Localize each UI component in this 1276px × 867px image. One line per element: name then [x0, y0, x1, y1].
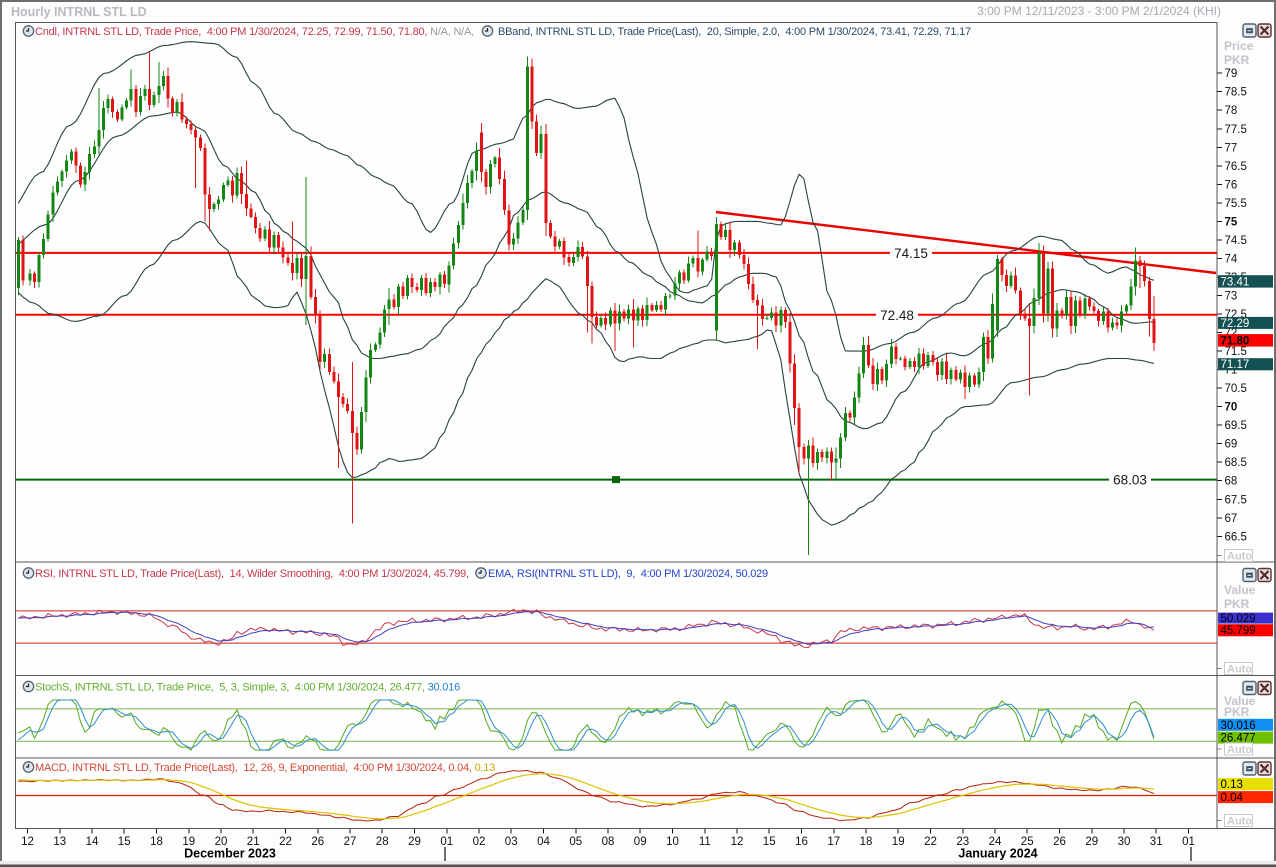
svg-text:67.5: 67.5 [1225, 494, 1247, 506]
svg-text:15: 15 [118, 836, 131, 848]
svg-text:03: 03 [505, 836, 518, 848]
svg-text:27: 27 [344, 836, 357, 848]
svg-text:22: 22 [279, 836, 292, 848]
svg-text:17: 17 [827, 836, 840, 848]
svg-text:72.29: 72.29 [1221, 318, 1250, 330]
svg-text:67: 67 [1225, 513, 1238, 525]
svg-text:28: 28 [376, 836, 389, 848]
svg-text:26.477: 26.477 [1221, 733, 1256, 745]
svg-text:BBand, INTRNL STL LD, Trade Pr: BBand, INTRNL STL LD, Trade Price(Last),… [498, 26, 971, 38]
svg-text:08: 08 [602, 836, 615, 848]
svg-text:PKR: PKR [1224, 53, 1250, 67]
svg-text:25: 25 [1021, 836, 1034, 848]
svg-text:13: 13 [53, 836, 66, 848]
svg-text:December 2023: December 2023 [184, 847, 276, 861]
svg-text:68.5: 68.5 [1225, 457, 1247, 469]
svg-text:PKR: PKR [1224, 597, 1250, 611]
svg-text:71.17: 71.17 [1221, 359, 1250, 371]
svg-text:45.799: 45.799 [1221, 625, 1256, 637]
svg-text:26: 26 [1053, 836, 1066, 848]
svg-text:14: 14 [86, 836, 99, 848]
svg-text:73: 73 [1225, 291, 1238, 303]
svg-text:30.016: 30.016 [1221, 720, 1256, 732]
svg-text:23: 23 [956, 836, 969, 848]
svg-text:0.13: 0.13 [1221, 779, 1243, 791]
svg-text:02: 02 [473, 836, 486, 848]
svg-text:74: 74 [1225, 253, 1238, 265]
svg-text:Cndl, INTRNL STL LD, Trade Pri: Cndl, INTRNL STL LD, Trade Price, 4:00 P… [35, 26, 474, 38]
svg-text:January 2024: January 2024 [958, 847, 1037, 861]
svg-text:71.5: 71.5 [1225, 346, 1247, 358]
svg-text:12: 12 [21, 836, 34, 848]
svg-text:04: 04 [537, 836, 550, 848]
svg-text:74.15: 74.15 [894, 246, 928, 261]
svg-text:EMA, RSI(INTRNL STL LD), 9,: EMA, RSI(INTRNL STL LD), 9, 4:00 PM 1/30… [488, 568, 768, 580]
svg-text:3:00 PM 12/11/2023 - 3:00 PM 2: 3:00 PM 12/11/2023 - 3:00 PM 2/1/2024 (K… [977, 4, 1221, 18]
svg-text:15: 15 [763, 836, 776, 848]
svg-text:09: 09 [634, 836, 647, 848]
svg-text:22: 22 [924, 836, 937, 848]
svg-text:76: 76 [1225, 179, 1238, 191]
svg-text:68: 68 [1225, 476, 1238, 488]
svg-text:79: 79 [1225, 68, 1238, 80]
svg-text:78.5: 78.5 [1225, 87, 1247, 99]
svg-text:70: 70 [1225, 402, 1238, 414]
svg-text:29: 29 [1085, 836, 1098, 848]
svg-text:77: 77 [1225, 142, 1238, 154]
svg-text:68.03: 68.03 [1113, 473, 1147, 488]
svg-text:72.48: 72.48 [880, 308, 914, 323]
svg-text:Auto: Auto [1227, 664, 1252, 676]
svg-text:Value: Value [1224, 583, 1256, 597]
svg-text:Auto: Auto [1227, 816, 1252, 828]
svg-text:21: 21 [247, 836, 260, 848]
svg-text:75.5: 75.5 [1225, 198, 1247, 210]
svg-text:Hourly INTRNL STL LD: Hourly INTRNL STL LD [11, 5, 147, 19]
svg-text:05: 05 [569, 836, 582, 848]
svg-text:Value: Value [1224, 694, 1256, 708]
svg-text:31: 31 [1150, 836, 1163, 848]
svg-text:StochS, INTRNL STL LD, Trade P: StochS, INTRNL STL LD, Trade Price, 5, 3… [35, 682, 460, 694]
svg-text:69.5: 69.5 [1225, 420, 1247, 432]
svg-text:RSI, INTRNL STL LD, Trade Pric: RSI, INTRNL STL LD, Trade Price(Last), 1… [35, 568, 469, 580]
svg-text:50.029: 50.029 [1221, 613, 1256, 625]
svg-text:Auto: Auto [1227, 551, 1252, 563]
svg-text:73.41: 73.41 [1221, 276, 1250, 288]
svg-text:18: 18 [860, 836, 873, 848]
svg-text:18: 18 [150, 836, 163, 848]
svg-text:75: 75 [1225, 216, 1238, 228]
svg-text:MACD, INTRNL STL LD, Trade Pri: MACD, INTRNL STL LD, Trade Price(Last), … [35, 762, 495, 774]
svg-text:01: 01 [440, 836, 453, 848]
svg-text:19: 19 [892, 836, 905, 848]
svg-text:20: 20 [215, 836, 228, 848]
svg-text:78: 78 [1225, 105, 1238, 117]
svg-text:77.5: 77.5 [1225, 124, 1247, 136]
svg-text:69: 69 [1225, 439, 1238, 451]
svg-text:16: 16 [795, 836, 808, 848]
svg-text:19: 19 [182, 836, 195, 848]
svg-text:70.5: 70.5 [1225, 383, 1247, 395]
svg-text:26: 26 [311, 836, 324, 848]
svg-text:0.04: 0.04 [1221, 792, 1244, 804]
svg-text:Auto: Auto [1227, 744, 1252, 756]
svg-text:76.5: 76.5 [1225, 161, 1247, 173]
svg-text:11: 11 [699, 836, 711, 848]
svg-text:Price: Price [1224, 39, 1254, 53]
svg-text:PKR: PKR [1224, 705, 1250, 719]
svg-text:01: 01 [1182, 836, 1195, 848]
svg-text:24: 24 [989, 836, 1002, 848]
svg-text:10: 10 [666, 836, 679, 848]
svg-text:29: 29 [408, 836, 421, 848]
svg-text:74.5: 74.5 [1225, 235, 1247, 247]
svg-text:30: 30 [1118, 836, 1131, 848]
svg-text:12: 12 [731, 836, 744, 848]
svg-text:66.5: 66.5 [1225, 531, 1247, 543]
svg-text:71.80: 71.80 [1221, 335, 1250, 347]
